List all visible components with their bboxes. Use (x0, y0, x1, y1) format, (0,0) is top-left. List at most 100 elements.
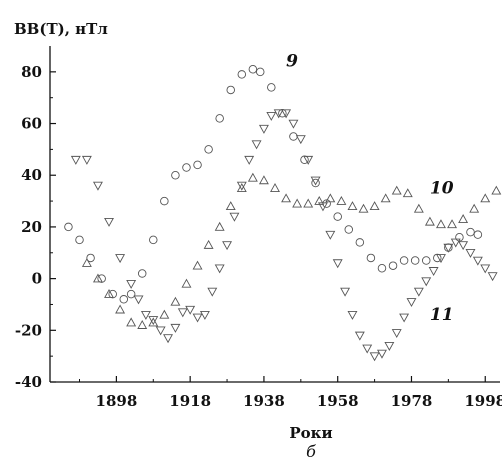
data-point (369, 201, 380, 211)
data-point (487, 272, 498, 282)
data-point (181, 278, 192, 288)
data-point (325, 230, 336, 240)
data-point (171, 170, 180, 180)
data-point (199, 310, 210, 320)
data-point (115, 254, 126, 264)
data-point (388, 261, 398, 270)
x-tick-label: 1998 (464, 392, 502, 410)
series-10 (81, 172, 502, 329)
data-point (436, 254, 446, 264)
data-point (399, 313, 410, 323)
data-point (236, 181, 247, 191)
data-point (458, 214, 469, 223)
data-point (421, 256, 431, 265)
data-point (258, 175, 269, 185)
data-point (377, 264, 387, 273)
data-point (133, 295, 144, 305)
data-point (447, 219, 458, 229)
data-point (465, 248, 476, 258)
data-point (303, 155, 314, 165)
data-point (443, 243, 454, 253)
data-point (149, 235, 158, 245)
series-label-9: 9 (286, 52, 298, 72)
data-point (377, 349, 387, 359)
data-point (281, 109, 292, 119)
data-point (126, 289, 136, 299)
data-point (75, 235, 84, 245)
data-point (92, 273, 103, 283)
data-point (222, 241, 233, 251)
data-point (424, 216, 435, 226)
data-point (410, 256, 420, 265)
y-tick-label: -40 (15, 373, 42, 391)
data-point (247, 172, 258, 182)
data-point (358, 203, 369, 213)
series-layer (64, 65, 502, 362)
y-tick-label: 60 (21, 115, 42, 133)
data-point (333, 212, 342, 221)
data-point (148, 316, 159, 326)
data-point (491, 185, 502, 195)
data-point (266, 111, 277, 121)
y-tick-label: -20 (15, 321, 42, 339)
data-point (303, 198, 314, 208)
y-tick-label: 80 (21, 63, 42, 81)
data-point (421, 277, 432, 287)
data-point (273, 109, 284, 119)
data-point (86, 253, 95, 263)
data-point (225, 201, 236, 211)
data-point (155, 326, 166, 336)
data-point (64, 222, 73, 232)
data-point (466, 227, 475, 237)
data-point (311, 178, 320, 188)
data-point (92, 181, 103, 191)
data-point (159, 309, 170, 319)
data-point (204, 145, 213, 154)
data-point (255, 67, 265, 77)
y-tick-label: 0 (32, 270, 42, 288)
data-point (236, 183, 247, 192)
data-point (480, 193, 491, 203)
data-point (292, 198, 303, 208)
data-point (140, 310, 151, 320)
data-point (226, 85, 235, 95)
data-point (251, 140, 262, 150)
data-point (81, 155, 92, 165)
data-point (399, 256, 409, 265)
data-point (450, 238, 461, 248)
data-point (214, 221, 225, 231)
data-point (207, 287, 218, 297)
series-label-10: 10 (430, 178, 454, 198)
data-point (384, 342, 395, 351)
data-point (229, 212, 240, 222)
y-axis: -40 -20 0 20 40 60 80 (15, 63, 56, 391)
data-point (115, 304, 126, 314)
plot-area: -40 -20 0 20 40 60 80 1898 1918 1938 1958 1978 1998… (15, 46, 502, 410)
x-tick-label: 1938 (243, 392, 285, 410)
data-point (336, 195, 347, 205)
data-point (104, 288, 114, 298)
y-tick-label: 20 (21, 218, 42, 236)
data-point (163, 334, 173, 344)
data-point (192, 313, 203, 323)
data-point (391, 329, 402, 339)
series-9 (64, 65, 483, 304)
data-point (137, 269, 147, 278)
data-point (366, 253, 376, 263)
data-point (310, 176, 321, 186)
x-tick-label: 1898 (96, 392, 138, 410)
x-axis: 1898 1918 1938 1958 1978 1998 (79, 376, 502, 410)
data-point (192, 260, 203, 270)
data-point (472, 256, 483, 266)
data-point (137, 320, 148, 329)
y-axis-title: BB(T), нТл (14, 20, 108, 38)
data-point (267, 83, 276, 92)
data-point (182, 163, 191, 172)
data-point (70, 155, 81, 165)
y-tick-label: 40 (21, 166, 42, 184)
data-point (458, 241, 469, 251)
data-point (480, 264, 491, 274)
data-point (413, 287, 424, 297)
data-point (473, 230, 483, 239)
